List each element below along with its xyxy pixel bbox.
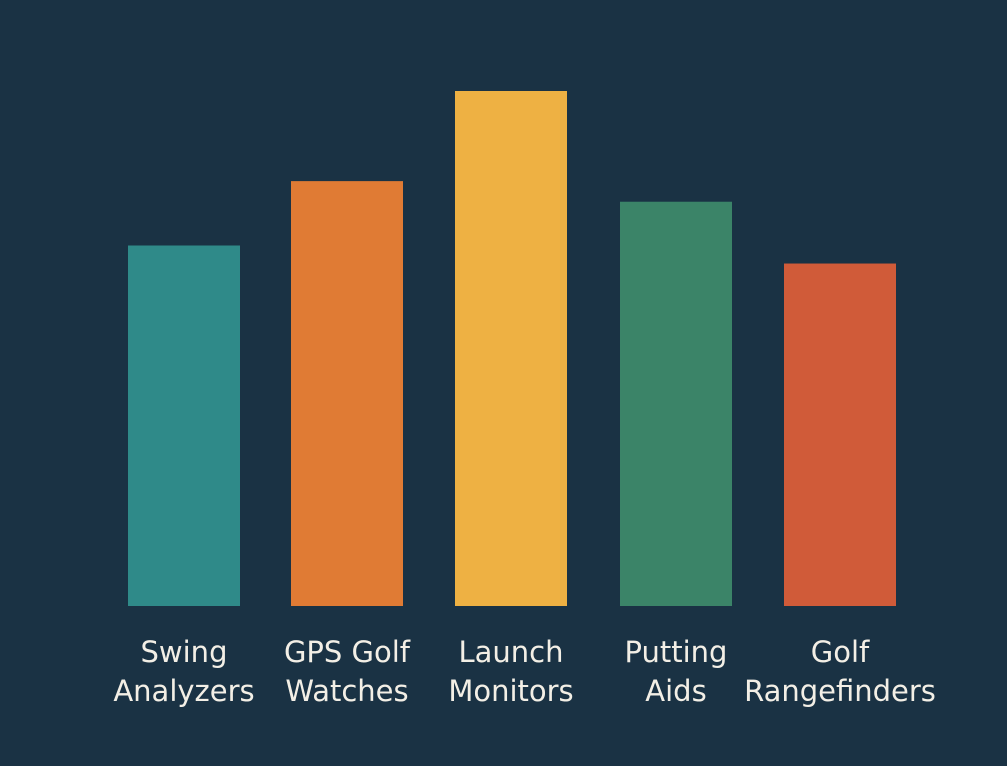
category-label-line: Launch — [458, 635, 563, 669]
category-label: Putting Aids — [625, 635, 728, 708]
category-label: Swing Analyzers — [113, 635, 254, 708]
category-label-line: Watches — [285, 674, 408, 708]
category-label: Golf Rangefinders — [744, 635, 936, 708]
category-label-line: Swing — [141, 635, 228, 669]
category-label: Launch Monitors — [448, 635, 573, 708]
category-label-line: Rangefinders — [744, 674, 936, 708]
bar-putting-aids — [620, 201, 732, 606]
bar-launch-monitors — [455, 91, 567, 606]
bar-gps-golf-watches — [291, 181, 403, 606]
bars-group — [128, 91, 896, 606]
category-label-line: Putting — [625, 635, 728, 669]
category-labels-group: Swing Analyzers GPS Golf Watches Launch Monit… — [113, 635, 936, 708]
bar-swing-analyzers — [128, 245, 240, 606]
category-label-line: GPS Golf — [284, 635, 411, 669]
category-label-line: Aids — [645, 674, 706, 708]
category-label-line: Analyzers — [113, 674, 254, 708]
bar-golf-rangefinders — [784, 263, 896, 606]
category-label: GPS Golf Watches — [284, 635, 411, 708]
category-label-line: Golf — [811, 635, 870, 669]
category-label-line: Monitors — [448, 674, 573, 708]
